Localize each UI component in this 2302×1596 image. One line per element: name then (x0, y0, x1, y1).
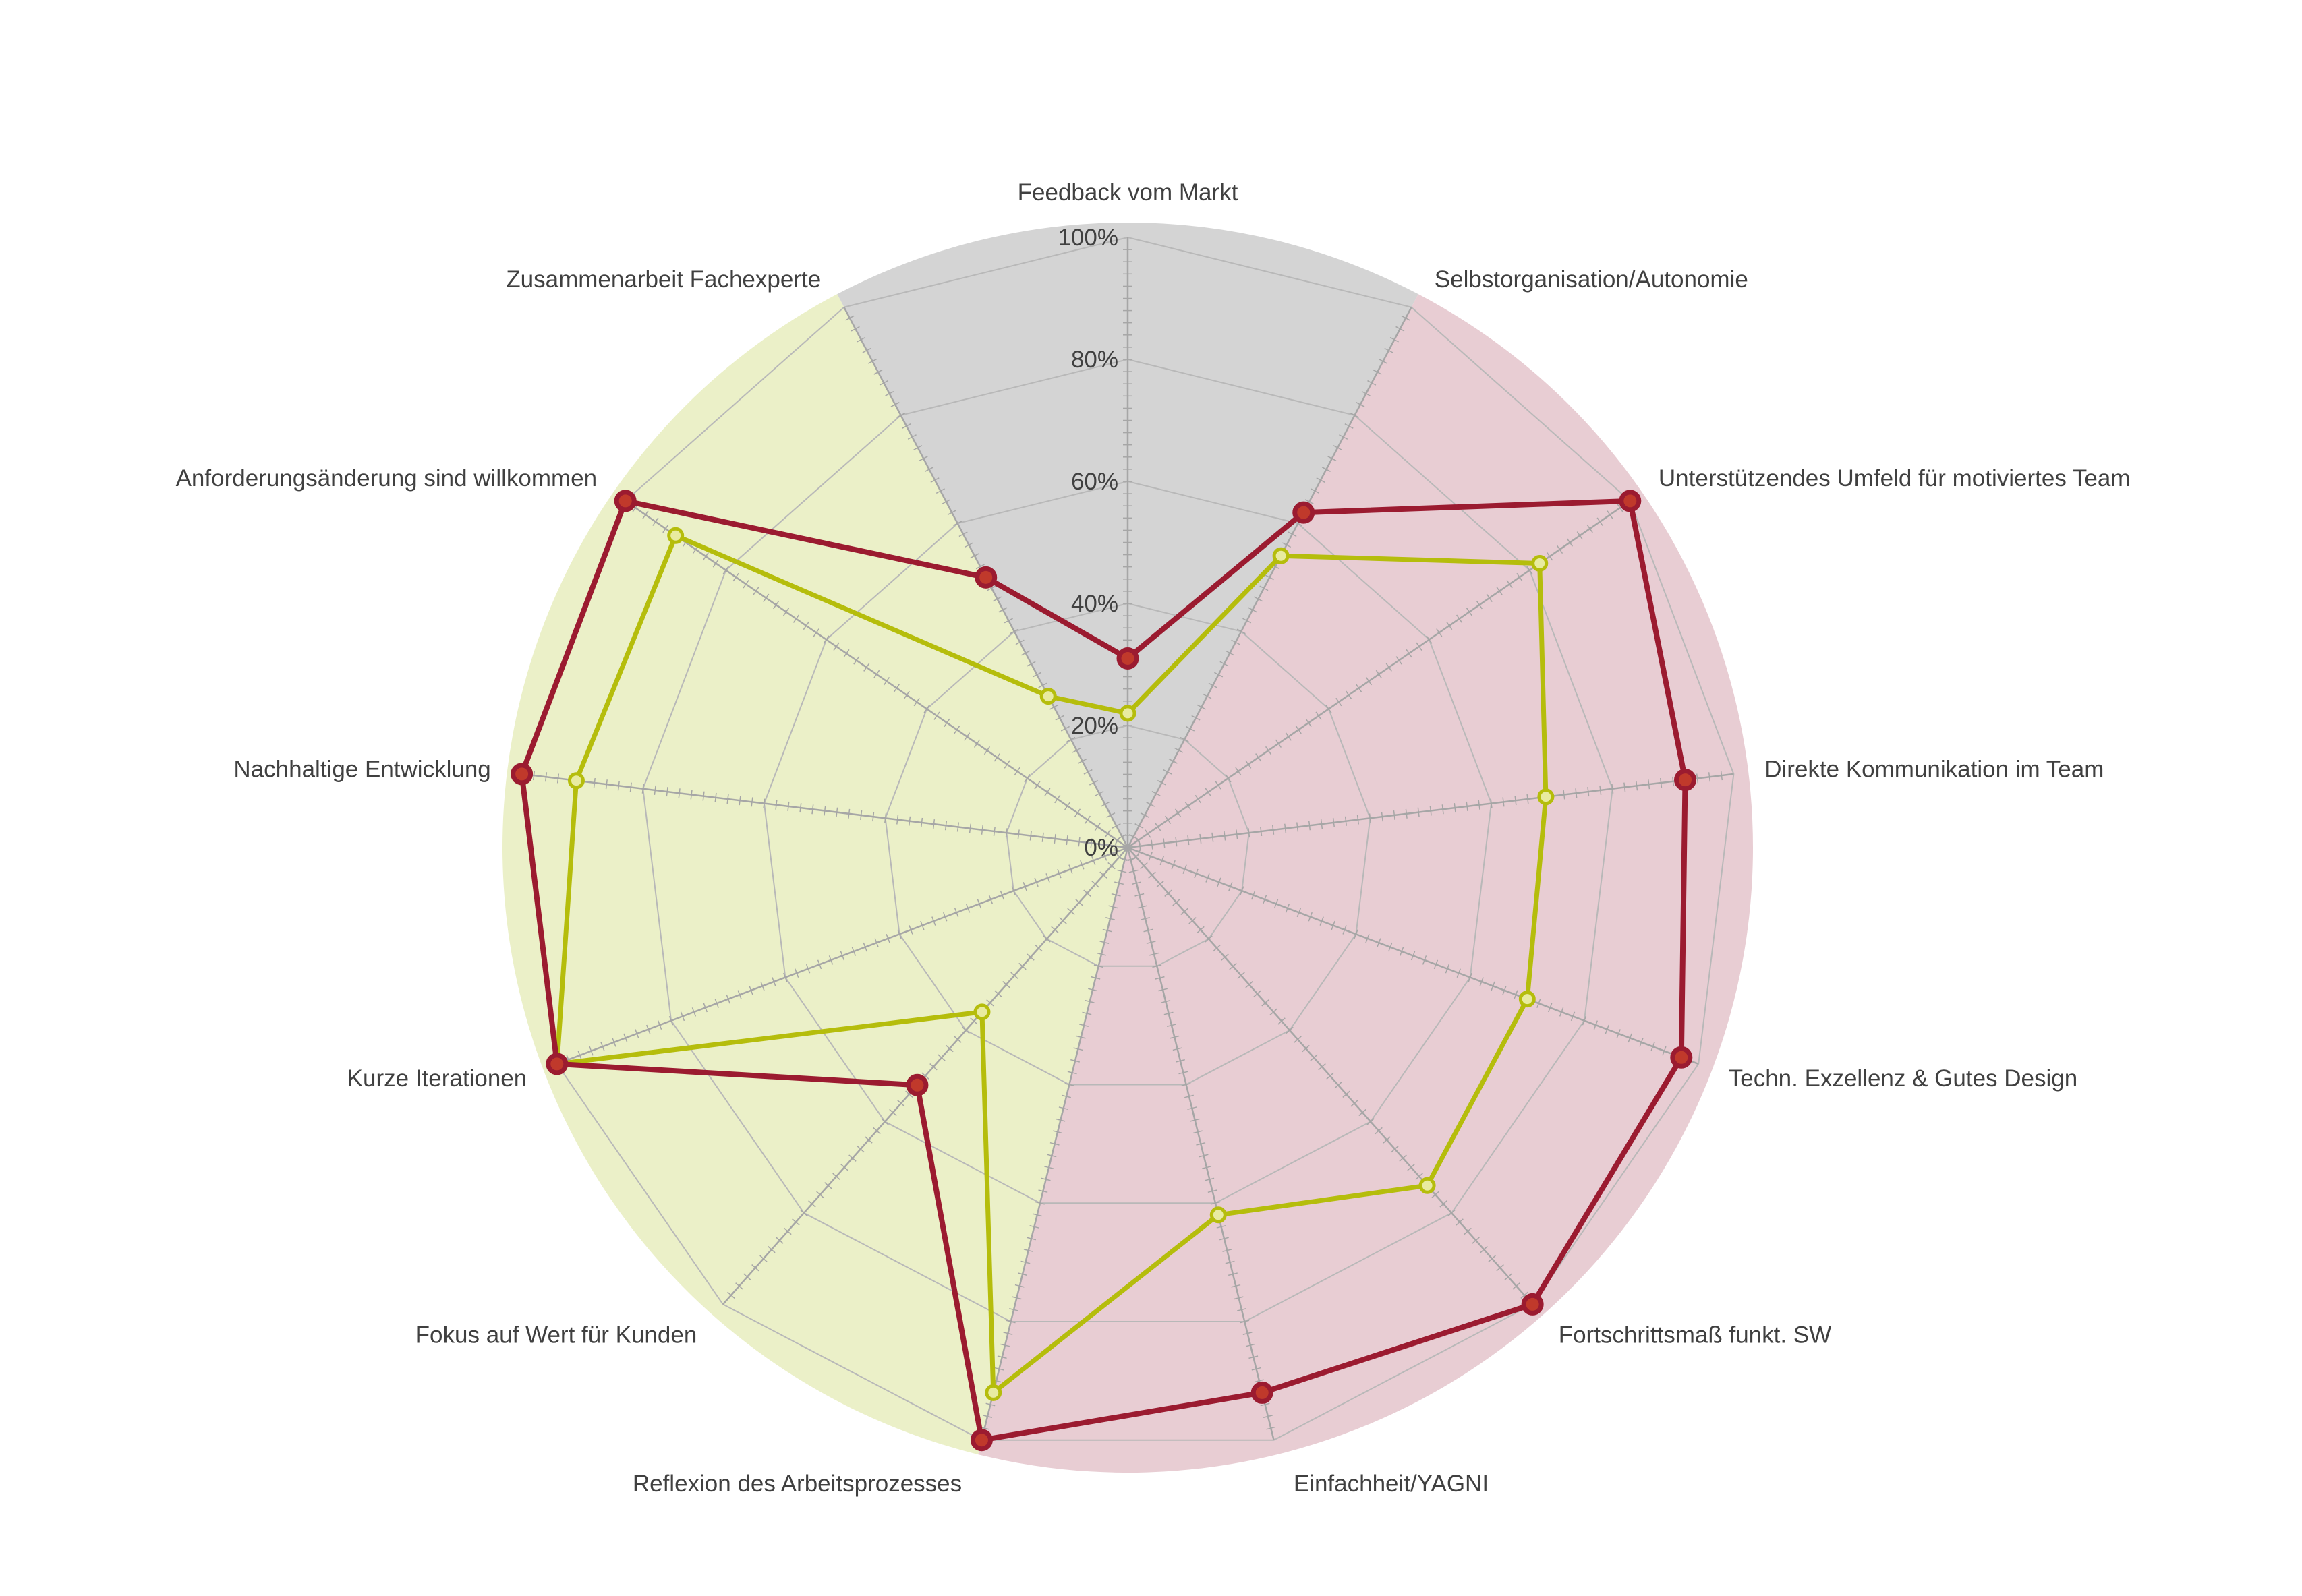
data-point-5 (1524, 1295, 1541, 1313)
axis-label: Unterstützendes Umfeld für motiviertes T… (1659, 465, 2131, 492)
data-point-10 (513, 765, 531, 783)
axis-label: Feedback vom Markt (1018, 179, 1238, 206)
axis-label: Zusammenarbeit Fachexperte (506, 266, 821, 293)
axis-label: Techn. Exzellenz & Gutes Design (1729, 1065, 2077, 1092)
data-point-2 (1621, 492, 1639, 510)
axis-label: Fokus auf Wert für Kunden (415, 1322, 697, 1348)
axis-label: Fortschrittsmaß funkt. SW (1559, 1322, 1832, 1348)
data-point-2 (1533, 556, 1547, 570)
data-point-6 (1253, 1384, 1271, 1401)
data-point-8 (975, 1005, 989, 1019)
data-point-0 (1119, 649, 1136, 667)
axis-label: Kurze Iterationen (347, 1065, 527, 1092)
radial-tick-label: 40% (1071, 591, 1118, 617)
data-point-8 (909, 1076, 926, 1094)
data-point-5 (1420, 1179, 1434, 1192)
data-point-12 (1041, 690, 1055, 703)
data-point-4 (1520, 993, 1534, 1006)
data-point-4 (1673, 1048, 1690, 1066)
data-point-3 (1677, 771, 1694, 789)
radial-tick-label: 80% (1071, 347, 1118, 373)
data-point-7 (973, 1431, 990, 1449)
data-point-7 (987, 1386, 1000, 1399)
radial-tick-label: 60% (1071, 469, 1118, 495)
axis-label: Direkte Kommunikation im Team (1764, 757, 2104, 783)
data-point-10 (569, 774, 583, 788)
data-point-11 (669, 529, 683, 542)
radial-tick-label: 100% (1058, 225, 1118, 251)
data-point-9 (548, 1055, 566, 1073)
axis-label: Nachhaltige Entwicklung (233, 757, 490, 783)
data-point-12 (977, 568, 995, 586)
data-point-1 (1295, 504, 1313, 521)
radial-tick-label: 0% (1084, 835, 1118, 861)
data-point-6 (1211, 1208, 1225, 1222)
radial-tick-label: 20% (1071, 713, 1118, 739)
data-point-0 (1121, 707, 1134, 720)
data-point-11 (616, 492, 634, 510)
axis-label: Einfachheit/YAGNI (1294, 1471, 1489, 1497)
axis-label: Reflexion des Arbeitsprozesses (633, 1471, 962, 1497)
axis-label: Anforderungsänderung sind willkommen (176, 465, 598, 492)
data-point-3 (1539, 790, 1553, 804)
data-point-1 (1274, 549, 1288, 562)
axis-label: Selbstorganisation/Autonomie (1435, 266, 1748, 293)
